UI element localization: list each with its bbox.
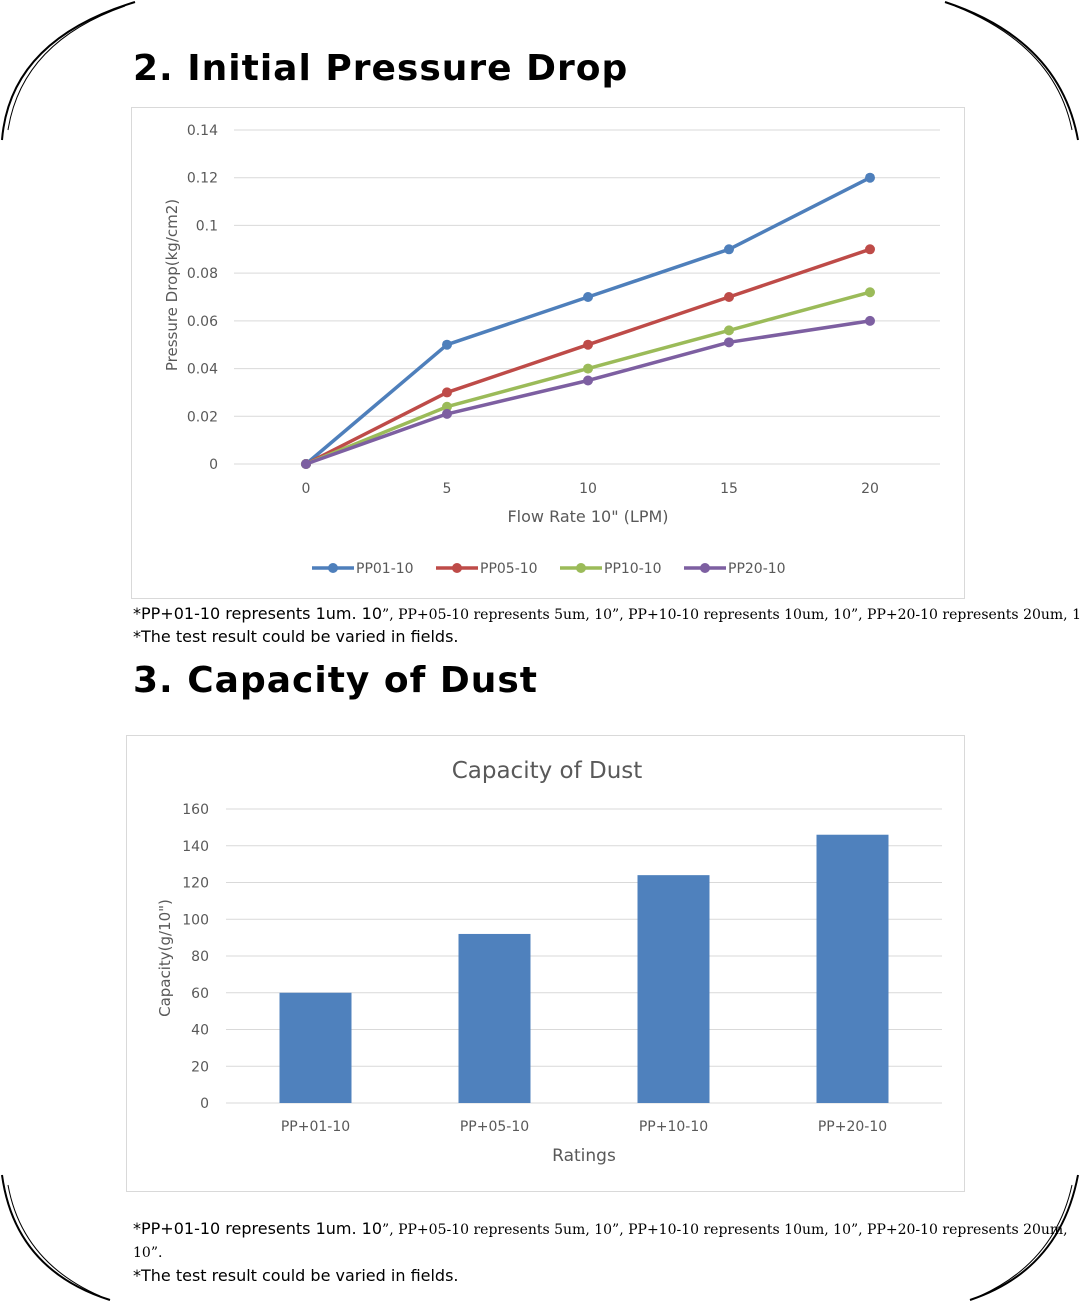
legend-label: PP05-10: [480, 561, 538, 577]
x-tick-label: 0: [302, 481, 311, 497]
x-tick-label: PP+20-10: [818, 1119, 887, 1135]
data-point-PP01-10: [865, 172, 875, 183]
data-point-PP05-10: [865, 244, 875, 255]
legend-label: PP01-10: [356, 561, 414, 577]
legend-marker-PP10-10: [576, 563, 586, 573]
x-tick-label: 20: [861, 481, 879, 497]
legend-marker-PP01-10: [328, 563, 338, 573]
data-point-PP20-10: [865, 315, 875, 326]
data-point-PP05-10: [724, 292, 734, 302]
corner-arc-bottom-left: [1, 1174, 111, 1301]
series-line-PP05-10: [305, 247, 871, 466]
bar-PP+10-10: [637, 875, 710, 1103]
pressure-drop-chart-svg: 0 0.02 0.04 0.06 0.08 0.1 0.12 0.14 0 5 10 15 20 Flow…: [163, 123, 940, 577]
y-tick-label: 140: [182, 839, 209, 855]
y-tick-label: 60: [191, 986, 209, 1002]
pressure-note-line1-b: ”, PP+05-10 represents 5um, 10”, PP+10-1…: [382, 607, 1080, 623]
pressure-note-line1-a: *PP+01-10 represents 1um. 10: [133, 604, 383, 623]
dust-note-line1: *PP+01-10 represents 1um. 10”, PP+05-10 …: [133, 1218, 1068, 1241]
legend-label: PP20-10: [728, 561, 786, 577]
data-point-PP20-10: [583, 375, 593, 386]
dust-note-line1-b: ”, PP+05-10 represents 5um, 10”, PP+10-1…: [382, 1222, 785, 1238]
data-point-PP20-10: [724, 337, 734, 348]
y-tick-label: 20: [191, 1059, 209, 1075]
y-tick-label: 0.08: [187, 266, 218, 282]
dust-note-line1-a: *PP+01-10 represents 1um. 10: [133, 1219, 383, 1238]
data-point-PP01-10: [724, 244, 734, 255]
y-tick-label: 0.04: [187, 362, 218, 378]
section-title-capacity-of-dust: 3. Capacity of Dust: [133, 660, 538, 701]
chart-title: Capacity of Dust: [452, 758, 643, 784]
legend-label: PP10-10: [604, 561, 662, 577]
x-axis-label: Flow Rate 10" (LPM): [507, 507, 668, 526]
y-tick-label: 0.1: [196, 218, 218, 234]
y-axis-label: Capacity(g/10"): [156, 899, 174, 1017]
y-tick-label: 120: [182, 876, 209, 892]
y-axis-label: Pressure Drop(kg/cm2): [163, 199, 181, 371]
data-point-PP20-10: [301, 459, 311, 469]
data-point-PP10-10: [724, 325, 734, 336]
data-point-PP01-10: [442, 339, 452, 350]
x-tick-label: 10: [579, 481, 597, 497]
section-title-pressure-drop: 2. Initial Pressure Drop: [133, 48, 629, 89]
data-point-PP10-10: [442, 401, 452, 412]
data-point-PP05-10: [583, 339, 593, 350]
x-tick-label: 15: [720, 481, 738, 497]
pressure-drop-chart: 0 0.02 0.04 0.06 0.08 0.1 0.12 0.14 0 5 10 15 20 Flow…: [131, 107, 965, 599]
legend-marker-PP05-10: [452, 563, 462, 573]
data-point-PP05-10: [442, 387, 452, 398]
dust-note-line2: 10”.: [133, 1245, 163, 1261]
dust-note-line1-c: 10um, 10”, PP+20-10 represents 20um,: [784, 1222, 1068, 1238]
corner-arc-top-right-inner: [954, 5, 1073, 131]
bar-PP+20-10: [816, 834, 889, 1103]
corner-arc-top-left-inner: [7, 5, 126, 131]
dust-note-line3: *The test result could be varied in fiel…: [133, 1266, 459, 1285]
data-point-PP10-10: [865, 287, 875, 298]
y-tick-label: 0: [200, 1096, 209, 1112]
bar-PP+05-10: [458, 933, 531, 1103]
legend-marker-PP20-10: [700, 563, 710, 573]
y-tick-label: 160: [182, 802, 209, 818]
y-tick-label: 100: [182, 912, 209, 928]
capacity-of-dust-chart: Capacity of Dust 0 20 40 60 80 100 120 140 160 PP+…: [126, 735, 965, 1192]
x-tick-label: PP+01-10: [281, 1119, 350, 1135]
x-axis-label: Ratings: [552, 1146, 616, 1166]
data-point-PP10-10: [583, 363, 593, 374]
y-tick-label: 0.14: [187, 123, 218, 139]
data-point-PP01-10: [583, 292, 593, 302]
pressure-note-line2: *The test result could be varied in fiel…: [133, 627, 459, 646]
x-tick-label: 5: [443, 481, 452, 497]
x-tick-label: PP+05-10: [460, 1119, 529, 1135]
capacity-of-dust-chart-svg: Capacity of Dust 0 20 40 60 80 100 120 140 160 PP+…: [156, 758, 942, 1166]
pressure-note-line1: *PP+01-10 represents 1um. 10”, PP+05-10 …: [133, 603, 1080, 626]
y-tick-label: 0: [209, 457, 218, 473]
corner-arc-top-left: [1, 1, 136, 141]
y-tick-label: 0.06: [187, 314, 218, 330]
y-tick-label: 40: [191, 1023, 209, 1039]
y-tick-label: 80: [191, 949, 209, 965]
x-tick-label: PP+10-10: [639, 1119, 708, 1135]
data-point-PP20-10: [442, 408, 452, 419]
bar-PP+01-10: [279, 992, 352, 1103]
corner-arc-bottom-left-inner: [7, 1184, 101, 1297]
y-tick-label: 0.12: [187, 171, 218, 187]
y-tick-label: 0.02: [187, 409, 218, 425]
